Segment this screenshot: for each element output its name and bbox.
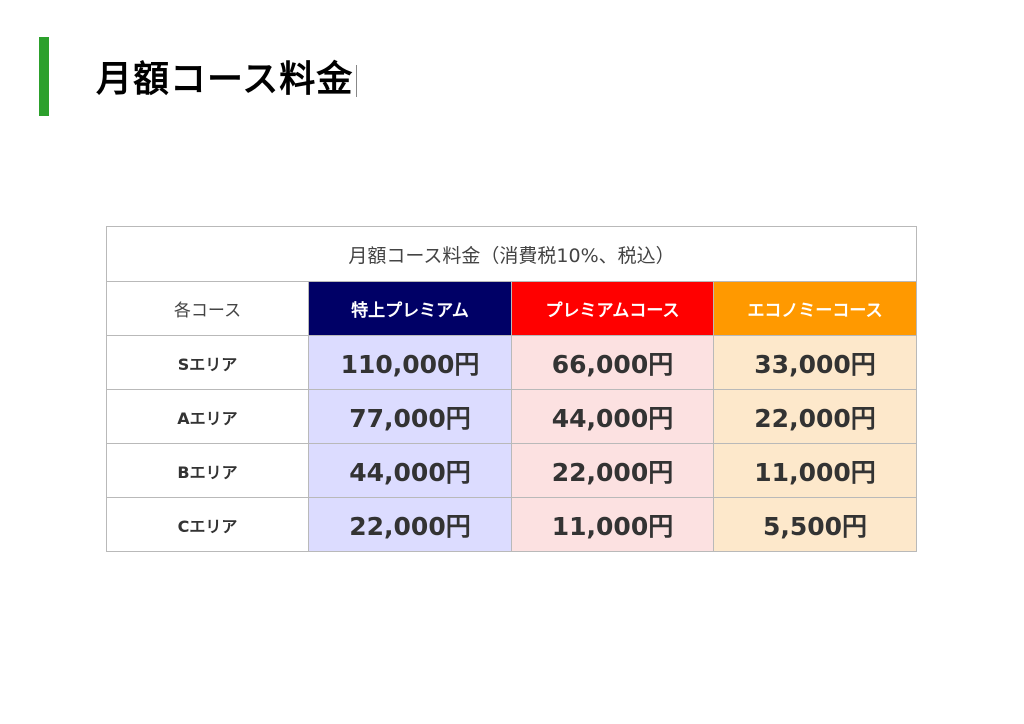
course-header-toku-premium: 特上プレミアム [308, 281, 512, 336]
table-caption: 月額コース料金（消費税10%、税込） [105, 226, 918, 282]
price-cell: 110,000円 [308, 335, 512, 390]
price-cell: 44,000円 [308, 443, 512, 498]
row-label-s-area: Sエリア [106, 335, 309, 390]
table-row: Aエリア 77,000円 44,000円 22,000円 [106, 389, 918, 444]
price-cell: 33,000円 [712, 335, 918, 390]
course-header-premium: プレミアムコース [511, 281, 714, 336]
table-row: Bエリア 44,000円 22,000円 11,000円 [106, 443, 918, 498]
price-cell: 11,000円 [511, 497, 714, 552]
table-row: Cエリア 22,000円 11,000円 5,500円 [106, 497, 918, 552]
price-cell: 22,000円 [308, 497, 512, 552]
price-table: 月額コース料金（消費税10%、税込） 各コース 特上プレミアム プレミアムコース… [105, 226, 918, 552]
price-cell: 22,000円 [712, 389, 918, 444]
price-cell: 66,000円 [511, 335, 714, 390]
table-header-row: 各コース 特上プレミアム プレミアムコース エコノミーコース [106, 281, 918, 336]
price-cell: 77,000円 [308, 389, 512, 444]
row-label-b-area: Bエリア [106, 443, 309, 498]
price-cell: 11,000円 [712, 443, 918, 498]
price-cell: 44,000円 [511, 389, 714, 444]
table-row: Sエリア 110,000円 66,000円 33,000円 [106, 335, 918, 390]
price-cell: 5,500円 [712, 497, 918, 552]
corner-header-cell: 各コース [106, 281, 309, 336]
row-label-c-area: Cエリア [106, 497, 309, 552]
page-title: 月額コース料金 [96, 56, 357, 104]
title-accent-bar [39, 37, 49, 116]
course-header-economy: エコノミーコース [712, 281, 918, 336]
price-cell: 22,000円 [511, 443, 714, 498]
row-label-a-area: Aエリア [106, 389, 309, 444]
